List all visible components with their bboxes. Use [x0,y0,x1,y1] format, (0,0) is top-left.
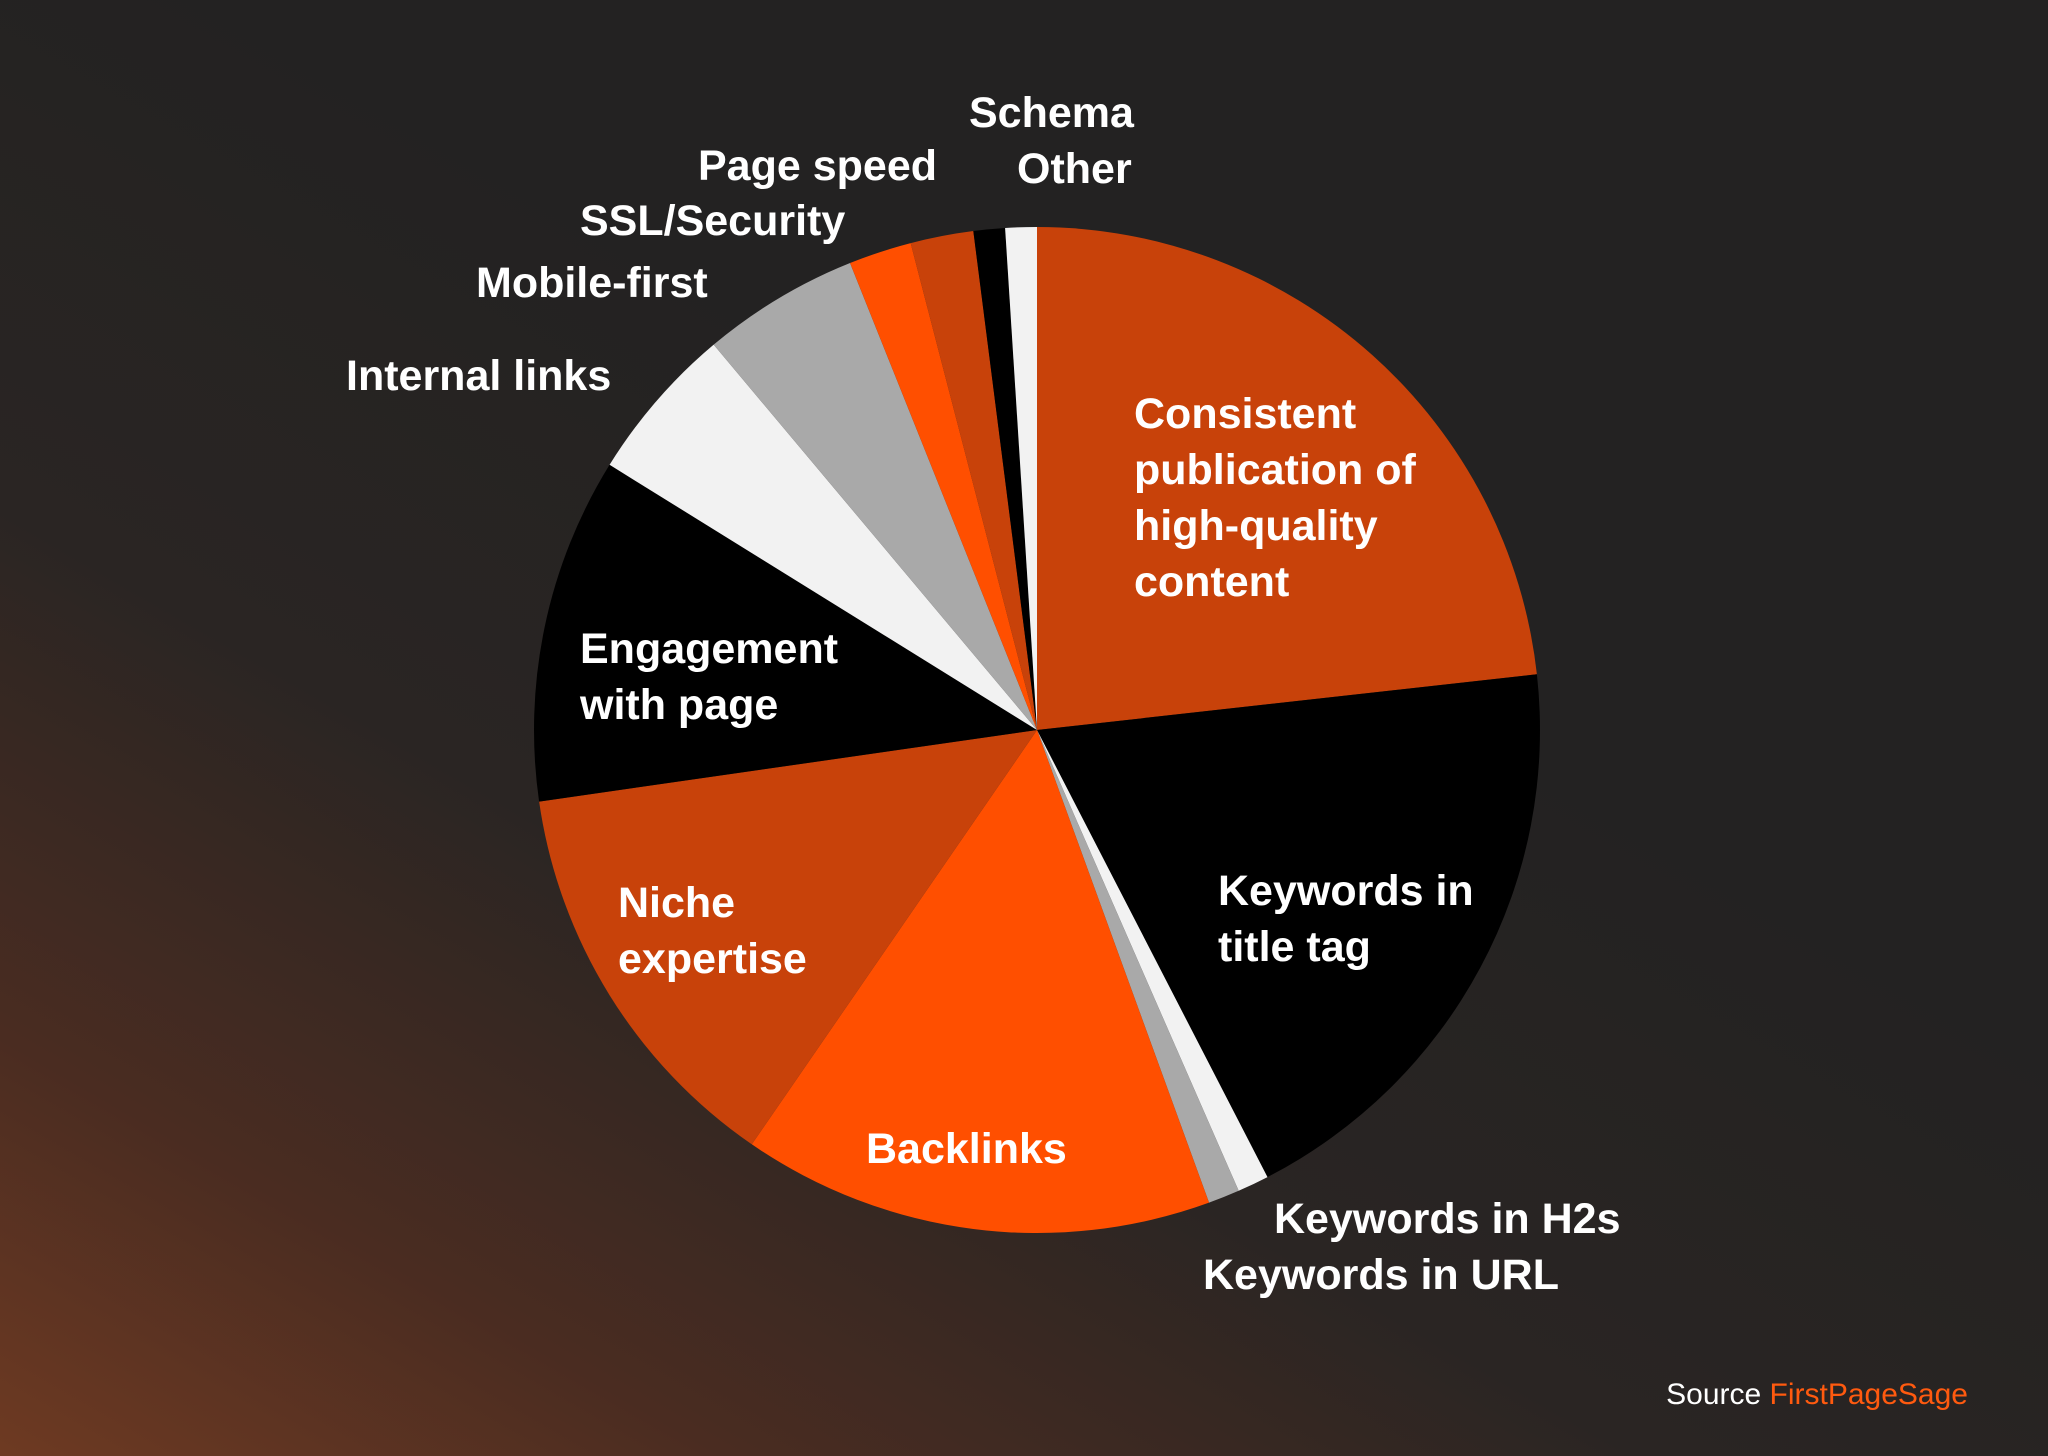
slice-label-line: Niche [618,879,735,927]
slice-label-line: Keywords in [1218,867,1474,915]
pie-slice-keywords-in-h2s [1037,730,1268,1191]
slice-label-line: Keywords in H2s [1274,1195,1621,1243]
source-prefix: Source [1666,1378,1762,1411]
slice-label-niche-expertise: Niche expertise [618,879,807,983]
slice-label-line: title tag [1218,923,1371,971]
slice-label-line: Mobile-first [476,259,708,307]
pie-slice-ssl-security [850,243,1037,730]
pie-slice-schema [973,228,1037,730]
slice-label-line: Other [1017,145,1132,193]
slice-label-keywords-in-h2s: Keywords in H2s [1274,1195,1621,1243]
slice-label-schema: Schema [969,89,1135,137]
slice-label-line: Consistent [1134,390,1356,438]
slice-label-line: expertise [618,935,807,983]
slice-label-line: publication of [1134,446,1417,494]
pie-slice-mobile-first [713,263,1037,730]
slice-label-mobile-first: Mobile-first [476,259,708,307]
source-brand[interactable]: FirstPageSage [1769,1378,1968,1411]
slice-label-other: Other [1017,145,1132,193]
slice-label-line: content [1134,558,1289,606]
pie-slice-internal-links [609,344,1037,730]
pie-slice-keywords-in-url [1037,730,1239,1203]
slice-label-line: Keywords in URL [1203,1251,1559,1299]
pie-slice-engagement-with-page [534,464,1037,802]
source-credit: Source FirstPageSage [1666,1378,1968,1412]
slice-label-line: Backlinks [866,1125,1067,1173]
slice-label-line: Engagement [580,625,838,673]
slice-label-consistent-publication-of-high-quality-content: Consistent publication of high-quality cont… [1134,390,1417,606]
slice-label-engagement-with-page: Engagement with page [579,625,838,729]
pie-labels: Consistent publication of high-quality cont… [346,89,1621,1299]
pie-slice-page-speed [910,231,1037,731]
slice-label-page-speed: Page speed [698,142,937,190]
slice-label-line: Page speed [698,142,937,190]
slice-label-line: Internal links [346,352,611,400]
slice-label-ssl-security: SSL/Security [580,197,845,245]
pie-slice-niche-expertise [539,730,1037,1145]
slice-label-keywords-in-title-tag: Keywords in title tag [1218,867,1474,971]
pie-slice-keywords-in-title-tag [1037,674,1540,1178]
pie-slices [534,227,1540,1234]
slice-label-keywords-in-url: Keywords in URL [1203,1251,1559,1299]
slice-label-line: SSL/Security [580,197,845,245]
slice-label-line: Schema [969,89,1135,137]
slice-label-line: with page [579,681,778,729]
slice-label-line: high-quality [1134,502,1378,550]
slice-label-backlinks: Backlinks [866,1125,1067,1173]
pie-slice-consistent-publication-of-high-quality-content [1037,227,1537,730]
slice-label-internal-links: Internal links [346,352,611,400]
pie-slice-other [1005,227,1037,730]
pie-slice-backlinks [751,730,1210,1234]
